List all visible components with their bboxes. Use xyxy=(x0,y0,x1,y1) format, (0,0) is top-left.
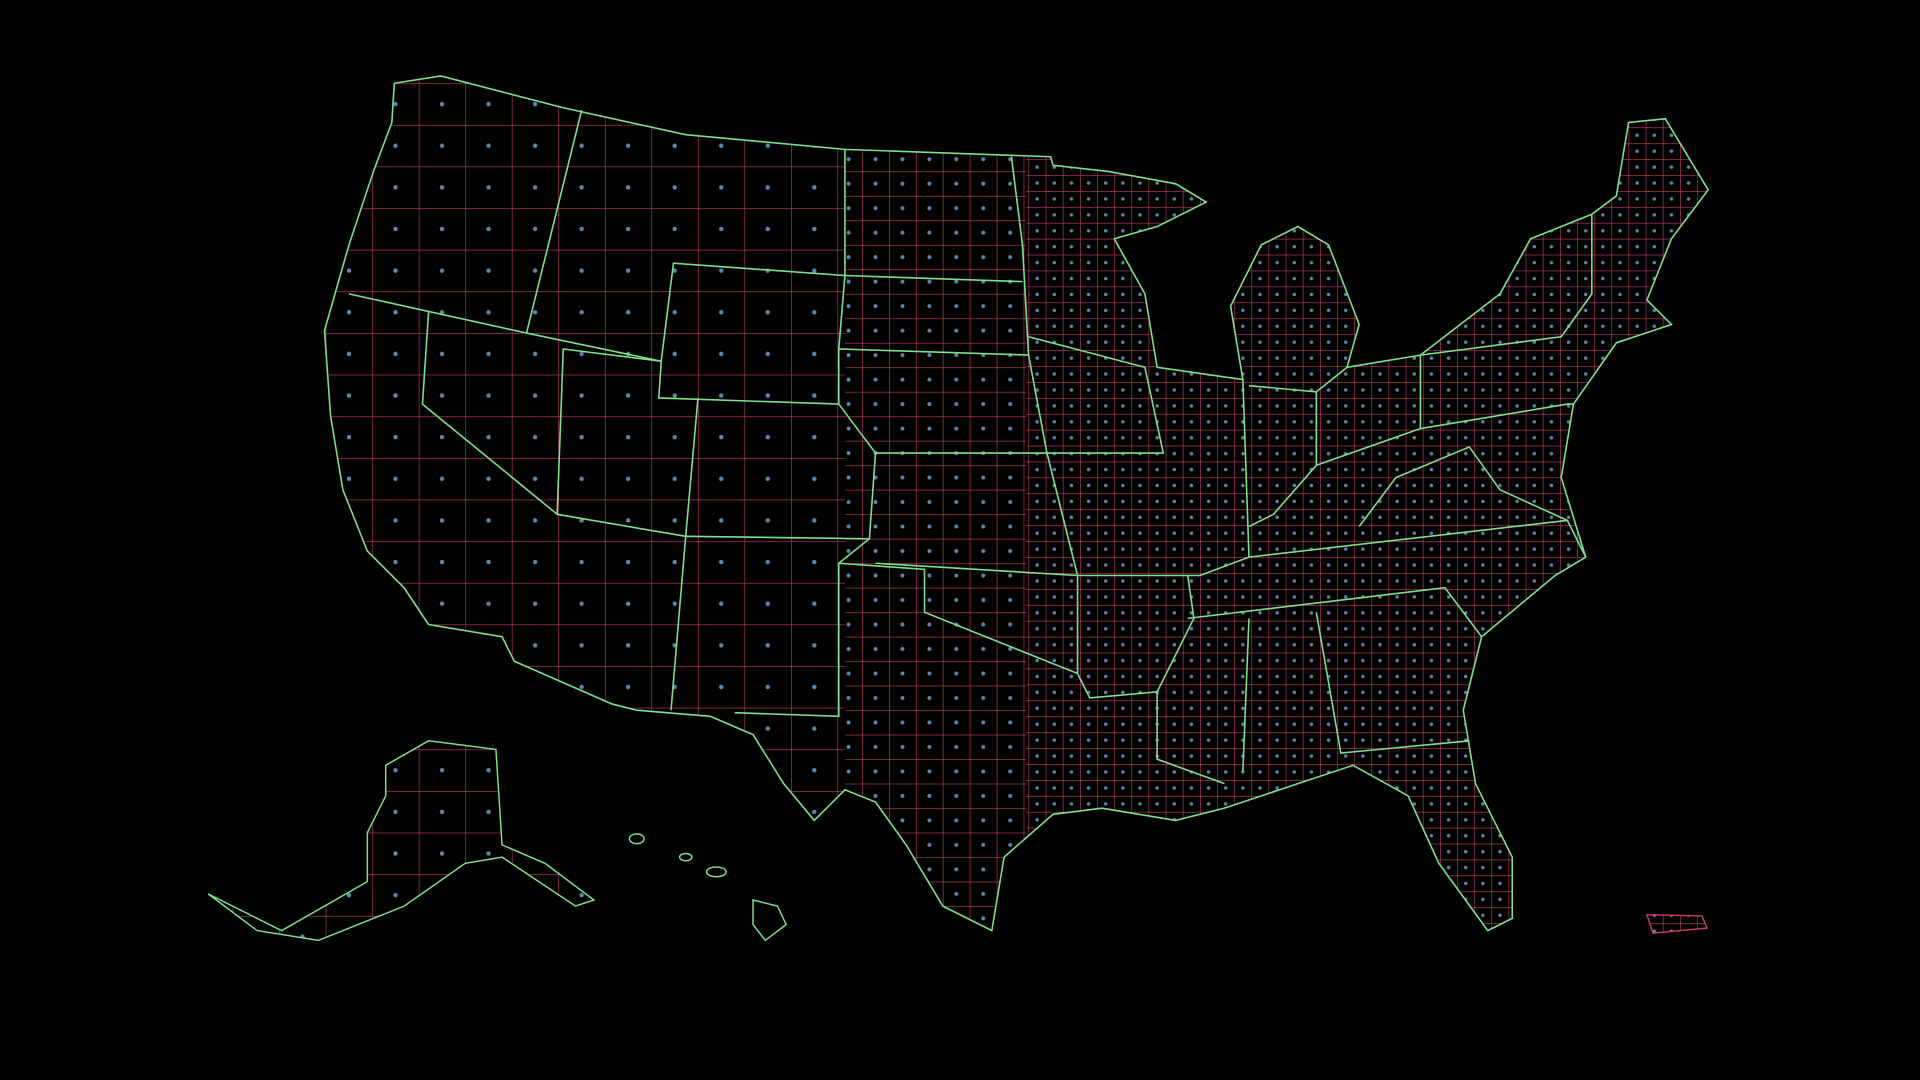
alaska xyxy=(207,740,596,942)
state-borders xyxy=(323,75,1710,932)
hawaii xyxy=(628,833,788,942)
counties xyxy=(324,75,1709,931)
puerto-rico xyxy=(1645,913,1708,934)
